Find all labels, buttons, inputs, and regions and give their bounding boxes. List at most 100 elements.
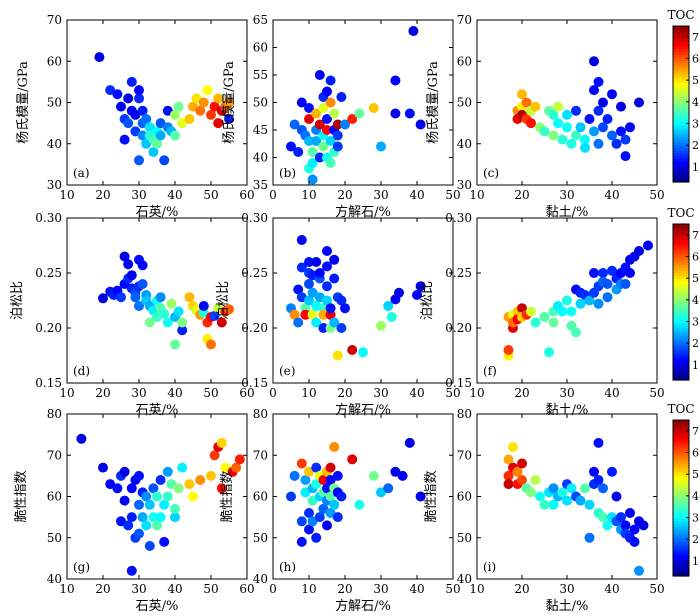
colorbar-band (673, 487, 689, 491)
data-point (548, 317, 559, 328)
data-point (198, 301, 209, 311)
data-point (307, 158, 318, 168)
data-point (607, 130, 617, 141)
data-point (116, 292, 126, 303)
panel-label: (e) (279, 364, 295, 378)
colorbar-band (673, 511, 689, 515)
data-point (539, 499, 550, 510)
colorbar-band (673, 459, 689, 463)
x-tick-label: 60 (239, 582, 254, 596)
colorbar-band (673, 328, 689, 332)
data-point (548, 483, 559, 494)
x-tick-label: 20 (95, 582, 110, 596)
colorbar-band (673, 244, 689, 248)
data-point (311, 136, 322, 146)
colorbar-tick-label: 2 (692, 337, 699, 350)
data-point (566, 306, 577, 317)
y-tick-label: 70 (47, 13, 62, 27)
y-tick-label: 80 (457, 407, 472, 421)
data-point (530, 317, 541, 328)
colorbar-tick-label: 3 (692, 512, 699, 525)
data-point (155, 292, 166, 303)
data-point (325, 303, 336, 314)
colorbar-band (673, 224, 689, 228)
colorbar-band (673, 513, 689, 517)
data-point (602, 114, 613, 124)
x-tick-label: 10 (469, 582, 484, 596)
data-point (322, 281, 332, 292)
data-point (76, 433, 87, 444)
y-tick-label: 60 (253, 490, 268, 504)
y-tick-label: 60 (253, 41, 268, 55)
data-point (508, 442, 518, 452)
data-point (94, 52, 105, 63)
data-point (521, 97, 532, 108)
data-point (126, 483, 137, 494)
colorbar-band (673, 446, 689, 450)
colorbar-band (673, 560, 689, 564)
x-tick-label: 50 (203, 188, 218, 202)
data-point (162, 466, 173, 477)
data-point (130, 292, 141, 303)
panel-label: (i) (483, 560, 496, 574)
y-tick-label: 0.15 (241, 376, 268, 390)
data-point (304, 257, 314, 267)
data-point (304, 136, 314, 146)
data-point (571, 105, 581, 116)
scatter-panel-b: 0 10 20 30 40 50 35 40 45 50 55 60 65 方解石/% 杨氏模量/GPa (b… (222, 13, 461, 220)
colorbar-tick-label: 6 (692, 251, 699, 264)
data-point (296, 235, 307, 245)
data-point (304, 279, 314, 289)
colorbar-band (673, 466, 689, 470)
colorbar-band (673, 169, 689, 173)
data-points (503, 240, 653, 361)
x-tick-label: 50 (203, 386, 218, 400)
x-tick-label: 20 (95, 386, 110, 400)
colorbar-band (673, 28, 689, 32)
x-tick-label: 20 (514, 386, 529, 400)
data-point (332, 130, 343, 141)
colorbar-band (673, 477, 689, 481)
colorbar-band (673, 317, 689, 321)
colorbar-band (673, 361, 689, 365)
data-point (311, 532, 322, 543)
data-point (137, 512, 148, 523)
colorbar-band (673, 265, 689, 269)
data-point (575, 298, 586, 309)
x-tick-label: 40 (604, 386, 619, 400)
data-point (159, 155, 170, 166)
data-point (148, 147, 159, 157)
x-tick-label: 40 (409, 188, 424, 202)
colorbar-band (673, 145, 689, 149)
data-point (314, 268, 325, 278)
colorbar-band (673, 307, 689, 311)
colorbar-band (673, 451, 689, 455)
y-tick-label: 50 (47, 531, 62, 545)
colorbar-band (673, 427, 689, 431)
colorbar-band (673, 65, 689, 69)
data-point (296, 516, 307, 527)
x-axis-label: 方解石/% (335, 204, 391, 220)
data-point (300, 475, 311, 485)
colorbar-band (673, 286, 689, 290)
data-point (394, 287, 404, 298)
data-point (329, 442, 340, 452)
colorbar-band (673, 503, 689, 507)
colorbar-band (673, 526, 689, 530)
data-point (584, 532, 595, 543)
data-point (607, 265, 617, 276)
data-points (76, 433, 245, 576)
data-point (213, 93, 224, 104)
data-point (589, 85, 599, 96)
data-point (286, 491, 296, 502)
data-point (206, 339, 216, 350)
colorbar-band (673, 72, 689, 76)
data-point (620, 151, 631, 162)
data-point (526, 118, 536, 129)
colorbar-band (673, 278, 689, 282)
data-point (575, 122, 586, 133)
y-tick-label: 0.15 (35, 376, 62, 390)
colorbar-band (673, 161, 689, 165)
data-point (593, 475, 604, 485)
data-point (325, 462, 336, 473)
